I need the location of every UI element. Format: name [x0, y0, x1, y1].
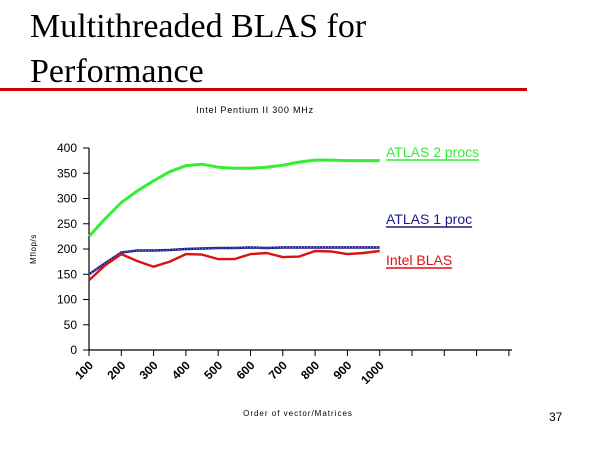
legend-label: ATLAS 1 proc — [386, 211, 472, 227]
slide-title-line-2: Performance — [30, 53, 204, 90]
series-line — [88, 249, 380, 282]
series-lines — [87, 158, 380, 282]
y-tick-label: 350 — [57, 166, 77, 180]
legend-labels: ATLAS 2 procs ATLAS 1 proc Intel BLAS — [386, 144, 480, 269]
x-tick-label: 100 — [72, 358, 96, 382]
y-tick-label: 250 — [57, 217, 77, 231]
page-number: 37 — [549, 410, 563, 424]
x-tick-label: 500 — [201, 358, 225, 382]
x-tick-label: 900 — [330, 358, 354, 382]
x-tick-label: 700 — [266, 358, 290, 382]
y-tick-label: 150 — [57, 267, 77, 281]
x-tick-label: 600 — [234, 358, 258, 382]
x-tick-label: 300 — [137, 358, 161, 382]
chart-title: Intel Pentium II 300 MHz — [196, 105, 314, 115]
slide-title: Multithreaded BLAS for Performance — [30, 4, 366, 94]
x-axis-label: Order of vector/Matrices — [243, 409, 353, 418]
series-line-texture — [88, 246, 380, 275]
slide-title-line-1: Multithreaded BLAS for — [30, 8, 367, 45]
x-tick-label: 200 — [104, 358, 128, 382]
legend-label: Intel BLAS — [386, 252, 452, 268]
legend-label: ATLAS 2 procs — [386, 144, 479, 160]
x-tick-label: 400 — [169, 358, 193, 382]
x-tick-label: 1000 — [358, 358, 387, 387]
y-tick-label: 300 — [57, 192, 77, 206]
y-axis-label: Mflop/s — [29, 234, 38, 264]
series-line — [87, 158, 380, 238]
title-divider — [0, 88, 527, 91]
x-tick-label: 800 — [298, 358, 322, 382]
y-tick-label: 400 — [57, 141, 77, 155]
y-tick-label: 200 — [57, 242, 77, 256]
y-tick-label: 0 — [70, 343, 77, 357]
y-tick-label: 50 — [64, 318, 78, 332]
y-tick-label: 100 — [57, 293, 77, 307]
